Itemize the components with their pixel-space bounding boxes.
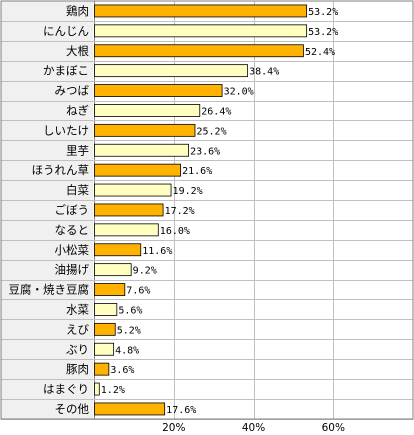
bar: [94, 223, 159, 237]
bar: [94, 4, 308, 18]
data-label: 16.0%: [160, 226, 190, 237]
category-label: みつば: [55, 84, 90, 98]
bar: [94, 362, 110, 376]
x-tick-label: 40%: [242, 422, 265, 434]
data-label: 52.4%: [305, 47, 335, 58]
category-label: 水菜: [66, 302, 89, 316]
bar: [94, 143, 190, 157]
data-label: 11.6%: [142, 246, 172, 257]
bar: [94, 342, 115, 356]
data-label: 5.2%: [117, 325, 141, 336]
category-label: 鶏肉: [66, 4, 89, 18]
category-label: 豆腐・焼き豆腐: [9, 283, 90, 297]
data-label: 38.4%: [249, 67, 279, 78]
bar: [94, 322, 116, 336]
category-label: なると: [55, 223, 90, 237]
data-label: 5.6%: [118, 305, 142, 316]
data-label: 53.2%: [308, 7, 338, 18]
data-label: 19.2%: [173, 186, 203, 197]
data-label: 26.4%: [201, 106, 231, 117]
category-label: ごぼう: [55, 203, 90, 217]
x-tick-label: 60%: [322, 422, 345, 434]
data-label: 32.0%: [224, 87, 254, 98]
bar: [94, 283, 126, 296]
bar: [94, 243, 142, 257]
bar: [94, 382, 100, 396]
data-label: 1.2%: [101, 385, 125, 396]
category-label: ねぎ: [66, 103, 89, 117]
bar: [94, 402, 166, 416]
data-label: 21.6%: [182, 166, 212, 177]
data-label: 17.2%: [165, 206, 195, 217]
category-label: しいたけ: [43, 123, 89, 137]
category-label: 油揚げ: [55, 263, 90, 277]
category-label: その他: [55, 402, 90, 416]
category-label: ぶり: [66, 342, 89, 356]
category-label: 小松菜: [55, 243, 90, 257]
bar: [94, 84, 223, 97]
category-label: 大根: [66, 44, 89, 58]
bar: [94, 123, 196, 137]
data-label: 17.6%: [166, 405, 196, 416]
category-label: 白菜: [66, 183, 89, 197]
bar: [94, 263, 132, 277]
bar: [94, 64, 249, 78]
data-label: 4.8%: [115, 345, 139, 356]
bar: [94, 183, 172, 197]
data-label: 53.2%: [308, 27, 338, 38]
category-label: 里芋: [66, 143, 89, 157]
bar: [94, 203, 164, 217]
x-tick-label: 20%: [162, 422, 185, 434]
bar: [94, 24, 308, 38]
category-rows: 鶏肉 53.2% にんじん 53.2% 大根 52.4% かまぼこ 38.4% みつば 32.0%…: [9, 4, 339, 416]
bar: [94, 44, 304, 58]
data-label: 23.6%: [190, 146, 220, 157]
category-label: ほうれん草: [32, 163, 90, 177]
bar: [94, 303, 118, 316]
bar: [94, 104, 201, 117]
category-label: かまぼこ: [43, 64, 89, 78]
data-label: 9.2%: [133, 266, 157, 277]
category-label: えび: [66, 322, 89, 336]
category-label-column: [1, 1, 93, 419]
bar: [94, 163, 182, 177]
category-label: 豚肉: [66, 362, 89, 376]
x-axis-ticks: 20% 40% 60%: [162, 422, 345, 434]
category-label: にんじん: [43, 24, 89, 38]
data-label: 25.2%: [196, 126, 226, 137]
chart-frame: [0, 0, 414, 420]
data-label: 3.6%: [110, 365, 134, 376]
category-label: はまぐり: [43, 382, 89, 396]
data-label: 7.6%: [126, 286, 150, 297]
